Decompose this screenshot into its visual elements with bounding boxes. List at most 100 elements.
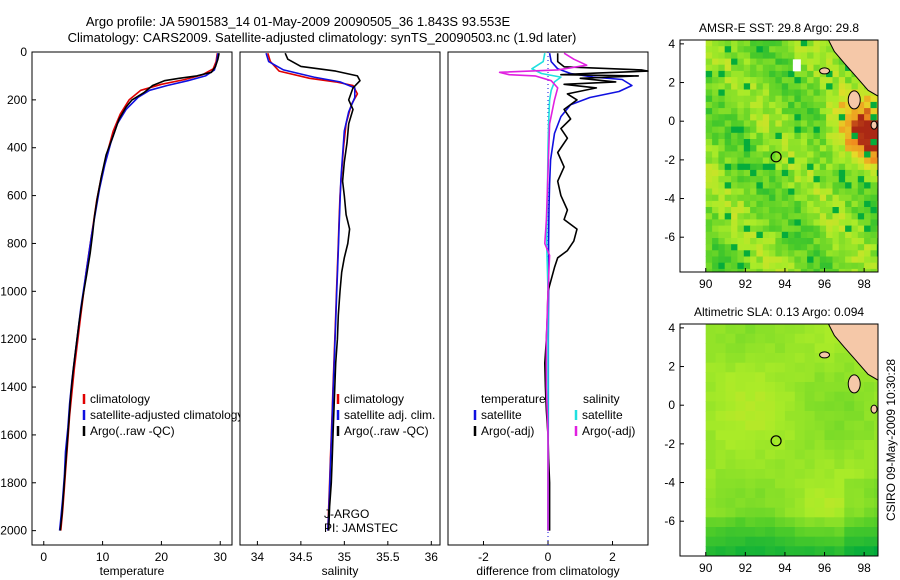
map-data-cell: [781, 188, 789, 196]
map-data-cell: [718, 219, 726, 227]
map-data-cell: [775, 256, 783, 264]
map-data-cell: [851, 231, 859, 239]
map-data-cell: [756, 139, 764, 146]
map-data-cell: [705, 46, 713, 53]
map-data-cell: [737, 262, 745, 270]
map-data-cell: [864, 411, 875, 422]
map-data-cell: [762, 151, 770, 159]
map-data-cell: [870, 157, 878, 165]
map-data-cell: [874, 469, 879, 480]
map-data-cell: [756, 194, 764, 202]
map-data-cell: [800, 58, 808, 66]
map-data-cell: [794, 145, 802, 152]
map-data-cell: [832, 244, 840, 251]
map-data-cell: [832, 182, 840, 189]
map-data-cell: [718, 64, 726, 72]
map-data-cell: [813, 40, 821, 47]
map-data-cell: [725, 478, 736, 489]
map-data-cell: [725, 517, 736, 528]
map-data-cell: [750, 238, 757, 245]
map-data-cell: [718, 83, 726, 90]
map-data-cell: [804, 391, 816, 402]
map-data-cell: [712, 95, 719, 103]
map-data-cell: [870, 188, 878, 196]
map-data-cell: [788, 244, 795, 251]
map-y-tick-label: 4: [668, 37, 675, 51]
map-data-cell: [794, 157, 802, 165]
map-data-cell: [725, 488, 736, 499]
map-data-cell: [819, 182, 827, 189]
map-data-cell: [844, 536, 855, 547]
map-data-cell: [765, 459, 776, 470]
map-data-cell: [715, 382, 726, 393]
map-data-cell: [765, 411, 776, 422]
map-data-cell: [826, 250, 833, 257]
map-data-cell: [750, 64, 757, 72]
map-data-cell: [765, 449, 776, 460]
map-data-cell: [854, 527, 865, 538]
map-data-cell: [745, 420, 756, 431]
map-data-cell: [845, 256, 852, 264]
map-data-cell: [864, 151, 871, 159]
map-data-cell: [737, 182, 745, 189]
map-data-cell: [807, 163, 814, 171]
map-data-cell: [745, 527, 756, 538]
map-data-cell: [838, 244, 846, 251]
map-data-cell: [813, 250, 821, 257]
map-data-cell: [750, 46, 757, 53]
map-data-cell: [800, 194, 808, 202]
map-data-cell: [731, 200, 738, 208]
map-data-cell: [814, 343, 825, 354]
map-data-cell: [794, 163, 802, 171]
map-data-cell: [870, 194, 878, 202]
map-data-cell: [854, 420, 865, 431]
map-data-cell: [813, 151, 821, 159]
x-tick-label: 34: [251, 550, 265, 564]
map-data-cell: [762, 188, 770, 196]
map-data-cell: [838, 77, 846, 84]
map-data-cell: [712, 70, 719, 78]
legend-label: satellite adj. clim.: [344, 408, 435, 422]
map-data-cell: [718, 151, 726, 159]
map-x-tick-label: 96: [818, 561, 832, 575]
map-data-cell: [765, 343, 776, 354]
map-data-cell: [851, 114, 859, 121]
map-data-cell: [781, 58, 789, 66]
map-data-cell: [800, 70, 808, 78]
map-data-cell: [838, 268, 846, 273]
map-data-cell: [844, 401, 855, 412]
map-data-cell: [743, 188, 751, 196]
map-data-cell: [851, 77, 859, 84]
map-data-cell: [813, 262, 821, 270]
map-data-cell: [735, 469, 746, 480]
map-data-cell: [750, 262, 757, 270]
map-data-cell: [750, 163, 757, 171]
map-data-cell: [781, 120, 789, 128]
map-data-cell: [864, 478, 875, 489]
map-data-cell: [750, 52, 757, 60]
map-data-cell: [819, 151, 827, 159]
map-data-cell: [870, 231, 878, 239]
map-data-cell: [775, 89, 783, 97]
map-data-cell: [870, 256, 878, 264]
map-data-cell: [845, 145, 852, 152]
map-data-cell: [712, 83, 719, 90]
map-data-cell: [750, 169, 757, 177]
map-data-cell: [813, 213, 821, 220]
map-data-cell: [762, 70, 770, 78]
map-x-tick-label: 96: [818, 277, 832, 291]
map-data-cell: [705, 440, 717, 451]
map-data-cell: [838, 83, 846, 90]
map-data-cell: [731, 213, 738, 220]
map-data-cell: [807, 89, 814, 97]
map-data-cell: [832, 250, 840, 257]
map-data-cell: [844, 546, 855, 557]
map-data-cell: [718, 89, 726, 97]
map-data-cell: [735, 527, 746, 538]
map-data-cell: [870, 95, 878, 103]
map-data-cell: [857, 157, 865, 165]
map-data-cell: [731, 250, 738, 257]
map-data-cell: [715, 430, 726, 441]
map-data-cell: [832, 145, 840, 152]
